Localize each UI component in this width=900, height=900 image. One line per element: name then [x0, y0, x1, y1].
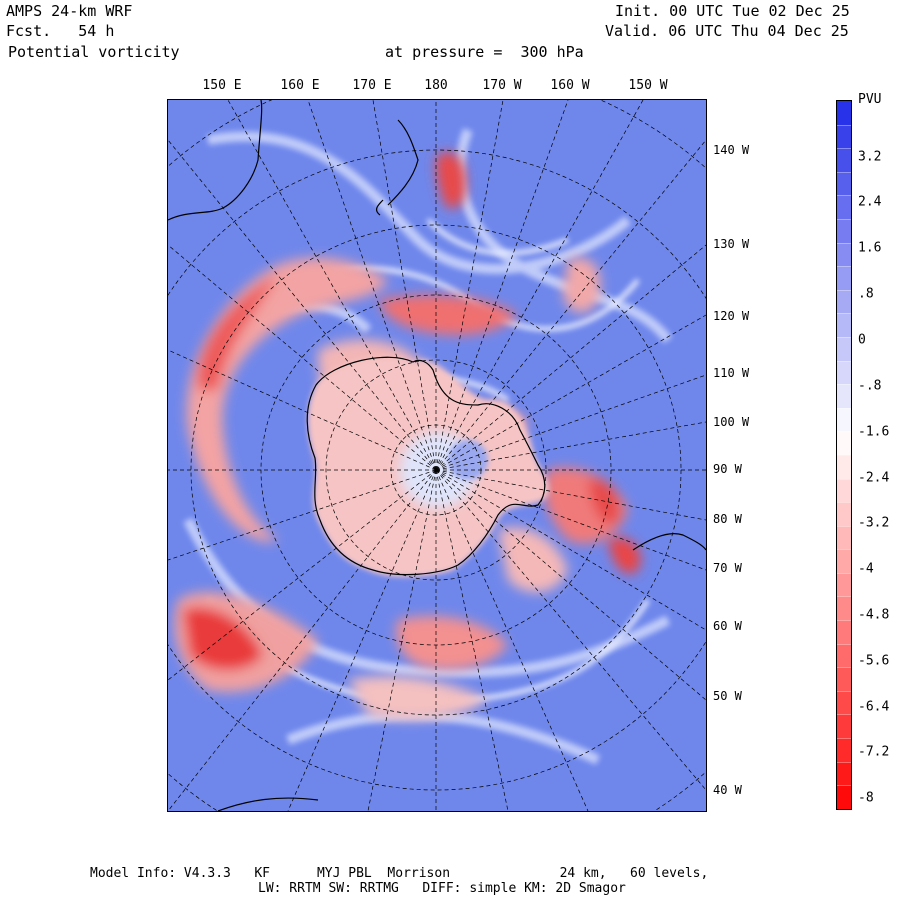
colorbar-segment [837, 171, 851, 196]
antarctica-coastline [306, 356, 546, 576]
colorbar-segment [837, 478, 851, 503]
colorbar-segment [837, 101, 851, 125]
australia-coast [168, 100, 263, 221]
colorbar-segment [837, 266, 851, 290]
colorbar [836, 100, 852, 810]
colorbar-segment [837, 242, 851, 267]
lon-label-110w: 110 W [713, 366, 750, 380]
pressure-level: at pressure = 300 hPa [385, 43, 584, 61]
colorbar-label: -3.2 [858, 515, 890, 531]
new-zealand-south-coast [375, 199, 384, 216]
lon-label-170w: 170 W [482, 78, 522, 93]
colorbar-segment [837, 289, 851, 314]
lon-label-40w: 40 W [713, 783, 742, 797]
colorbar-segment [837, 549, 851, 573]
lon-label-140w: 140 W [713, 143, 750, 157]
new-zealand-coast [387, 119, 419, 206]
graticule [168, 100, 706, 811]
colorbar-segment [837, 690, 851, 715]
forecast-hour: Fcst. 54 h [6, 22, 115, 40]
colorbar-title: PVU [858, 92, 882, 107]
colorbar-segment [837, 124, 851, 149]
colorbar-segment [837, 454, 851, 479]
colorbar-segment [837, 502, 851, 526]
lon-label-80w: 80 W [713, 512, 742, 526]
model-title: AMPS 24-km WRF [6, 2, 133, 20]
init-time: Init. 00 UTC Tue 02 Dec 25 [615, 2, 850, 20]
lon-label-50w: 50 W [713, 689, 742, 703]
lon-label-70w: 70 W [713, 561, 742, 575]
pv-map-canvas [168, 100, 706, 811]
colorbar-segment [837, 761, 851, 786]
field-name: Potential vorticity [8, 43, 180, 61]
colorbar-segment [837, 384, 851, 408]
colorbar-segment [837, 218, 851, 243]
lon-label-150e: 150 E [202, 78, 242, 93]
colorbar-label: -.8 [858, 378, 882, 394]
colorbar-segment [837, 572, 851, 597]
bottom-coast [217, 797, 319, 811]
lon-label-160e: 160 E [280, 78, 320, 93]
colorbar-label: .8 [858, 286, 874, 302]
lon-label-90w: 90 W [713, 462, 742, 476]
colorbar-label: 1.6 [858, 240, 882, 256]
lon-label-160w: 160 W [550, 78, 590, 93]
colorbar-label: -6.4 [858, 699, 890, 715]
lon-label-100w: 100 W [713, 415, 750, 429]
lon-label-150w: 150 W [628, 78, 668, 93]
colorbar-label: -2.4 [858, 470, 890, 486]
lon-label-120w: 120 W [713, 309, 750, 323]
colorbar-label: -1.6 [858, 424, 890, 440]
colorbar-segment [837, 313, 851, 337]
south-america-coast [632, 533, 706, 551]
colorbar-segment [837, 431, 851, 455]
colorbar-label: -7.2 [858, 744, 890, 760]
colorbar-label: 3.2 [858, 149, 882, 165]
valid-time: Valid. 06 UTC Thu 04 Dec 25 [605, 22, 849, 40]
coastlines [168, 100, 706, 811]
colorbar-segment [837, 667, 851, 691]
lon-label-60w: 60 W [713, 619, 742, 633]
colorbar-segment [837, 620, 851, 644]
lon-label-180: 180 [424, 78, 448, 93]
colorbar-segment [837, 360, 851, 385]
colorbar-segment [837, 407, 851, 432]
colorbar-segment [837, 785, 851, 809]
model-info-line2: LW: RRTM SW: RRTMG DIFF: simple KM: 2D S… [258, 881, 626, 896]
colorbar-label: 0 [858, 332, 866, 348]
colorbar-segment [837, 596, 851, 621]
lon-label-130w: 130 W [713, 237, 750, 251]
pv-map [167, 99, 707, 812]
colorbar-label: -8 [858, 790, 874, 806]
colorbar-segment [837, 195, 851, 219]
colorbar-segment [837, 148, 851, 172]
colorbar-segment [837, 643, 851, 668]
model-info-line1: Model Info: V4.3.3 KF MYJ PBL Morrison 2… [90, 866, 709, 881]
colorbar-label: -4.8 [858, 607, 890, 623]
colorbar-label: -5.6 [858, 653, 890, 669]
colorbar-label: 2.4 [858, 194, 882, 210]
colorbar-segment [837, 714, 851, 739]
colorbar-segment [837, 525, 851, 550]
colorbar-segment [837, 336, 851, 361]
lon-label-170e: 170 E [352, 78, 392, 93]
colorbar-segment [837, 738, 851, 762]
colorbar-label: -4 [858, 561, 874, 577]
